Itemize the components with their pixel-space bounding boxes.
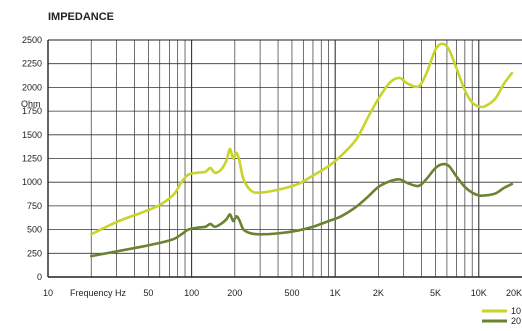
x-tick-label: 1K xyxy=(330,288,341,298)
y-tick-label: 1750 xyxy=(22,106,42,116)
x-tick-label: 10K xyxy=(471,288,487,298)
y-tick-label: 1000 xyxy=(22,177,42,187)
chart-title: IMPEDANCE xyxy=(48,11,114,23)
legend-label-20: 20 xyxy=(511,316,521,326)
y-tick-label: 2000 xyxy=(22,82,42,92)
y-tick-label: 2250 xyxy=(22,59,42,69)
x-axis-label: Frequency Hz xyxy=(70,288,127,298)
y-tick-label: 1250 xyxy=(22,154,42,164)
x-tick-label: 500 xyxy=(284,288,299,298)
y-tick-label: 750 xyxy=(27,201,42,211)
series-group xyxy=(89,42,514,258)
y-tick-label: 500 xyxy=(27,225,42,235)
x-tick-label: 2K xyxy=(373,288,384,298)
x-tick-label: 200 xyxy=(227,288,242,298)
y-tick-label: 250 xyxy=(27,248,42,258)
x-tick-label: 5K xyxy=(430,288,441,298)
y-tick-labels: 0 250 500 750 1000 1250 1500 1750 2000 2250 2500 xyxy=(22,35,42,282)
x-tick-labels: 10 50 100 200 500 1K 2K 5K 10K 20K xyxy=(43,288,522,298)
y-tick-label: 0 xyxy=(37,272,42,282)
y-tick-label: 1500 xyxy=(22,130,42,140)
x-tick-label: 100 xyxy=(184,288,199,298)
grid-lines xyxy=(48,39,522,278)
y-axis-label: Ohm xyxy=(21,99,41,109)
plot-frame xyxy=(47,39,522,278)
x-tick-label: 20K xyxy=(506,288,522,298)
legend-label-10: 10 xyxy=(511,306,521,316)
x-tick-label: 10 xyxy=(43,288,53,298)
series-line-20 xyxy=(89,162,514,258)
series-line-10 xyxy=(89,42,514,236)
x-tick-label: 50 xyxy=(143,288,153,298)
y-tick-label: 2500 xyxy=(22,35,42,45)
